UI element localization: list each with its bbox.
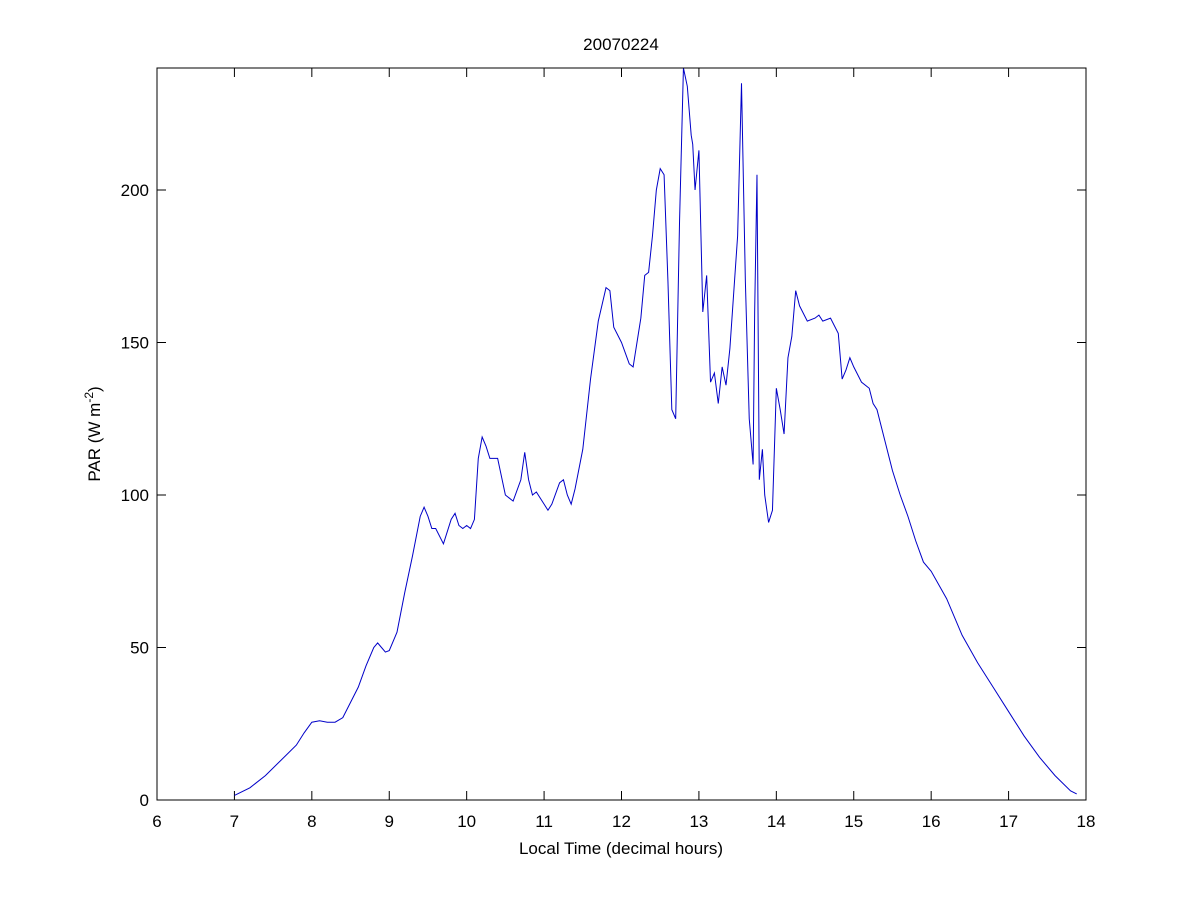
x-tick-label: 16: [922, 812, 941, 831]
x-tick-label: 13: [689, 812, 708, 831]
y-tick-label: 50: [130, 639, 149, 658]
y-axis-label: PAR (W m-2): [82, 386, 104, 481]
data-line: [234, 67, 1077, 796]
y-axis-label-main: PAR (W m: [85, 403, 104, 482]
y-axis-label-end: ): [85, 386, 104, 392]
y-tick-label: 100: [121, 486, 149, 505]
x-tick-label: 14: [767, 812, 786, 831]
x-tick-label: 12: [612, 812, 631, 831]
x-tick-label: 10: [457, 812, 476, 831]
x-tick-label: 18: [1077, 812, 1096, 831]
x-tick-label: 11: [535, 812, 553, 831]
x-tick-label: 17: [999, 812, 1018, 831]
x-tick-label: 7: [230, 812, 239, 831]
x-axis-label: Local Time (decimal hours): [519, 839, 723, 858]
plot-frame: [156, 67, 1087, 801]
y-tick-label: 0: [140, 791, 149, 810]
x-tick-label: 9: [385, 812, 394, 831]
x-tick-label: 15: [844, 812, 863, 831]
x-tick-label: 6: [152, 812, 161, 831]
y-axis-label-sup: -2: [82, 392, 96, 403]
chart-title: 20070224: [583, 35, 659, 54]
x-tick-label: 8: [307, 812, 316, 831]
y-tick-label: 150: [121, 334, 149, 353]
y-tick-label: 200: [121, 181, 149, 200]
